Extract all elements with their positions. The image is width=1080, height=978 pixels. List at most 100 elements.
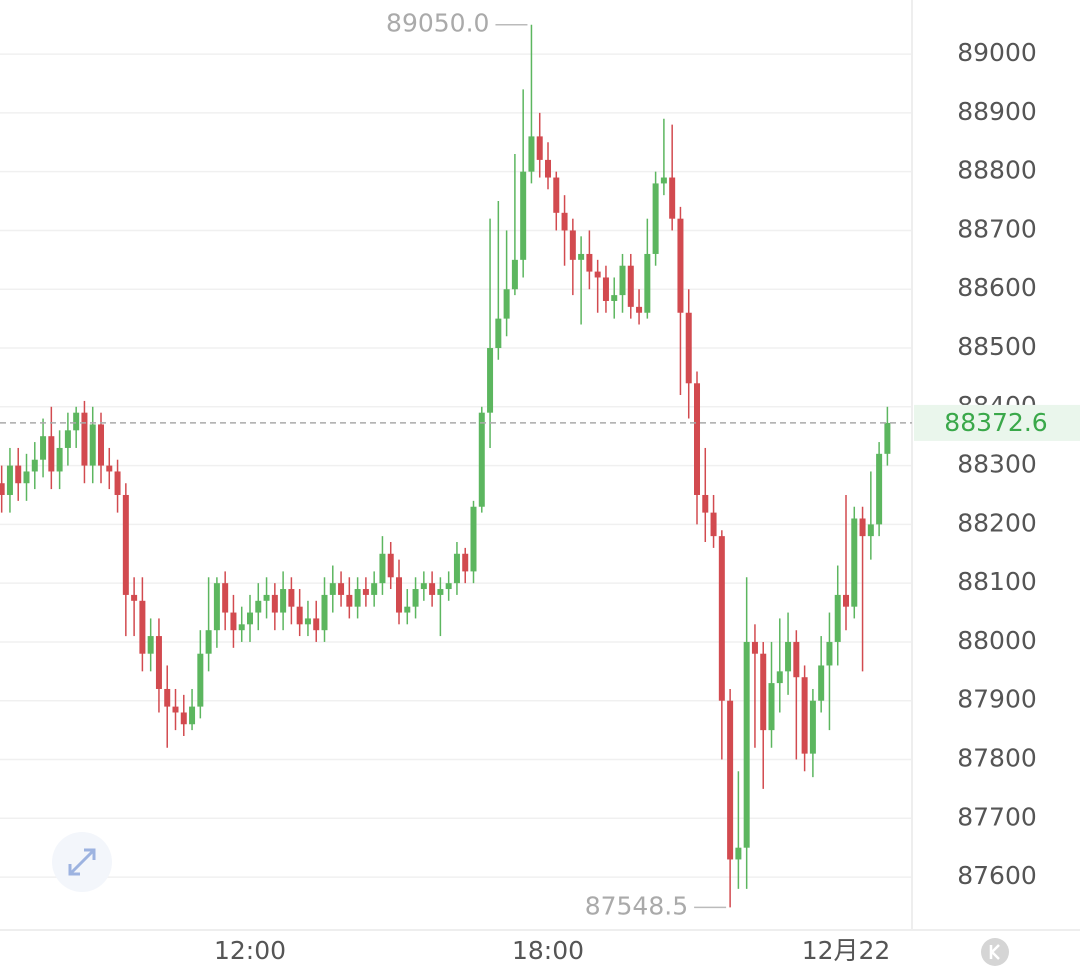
candle-body xyxy=(64,430,71,448)
candle-body xyxy=(462,553,469,572)
candle-body xyxy=(238,624,245,631)
candle-body xyxy=(222,583,229,613)
candle-body xyxy=(122,494,129,595)
y-tick-label: 88300 xyxy=(957,450,1037,479)
candle-body xyxy=(843,594,850,607)
candle-body xyxy=(685,312,692,384)
expand-icon xyxy=(68,848,96,876)
candle-body xyxy=(876,453,883,525)
candle-body xyxy=(528,136,535,172)
candle-body xyxy=(718,536,725,701)
candle-body xyxy=(636,306,643,313)
candle-body xyxy=(114,471,121,495)
candle-body xyxy=(230,612,237,631)
candle-body xyxy=(801,677,808,754)
max-label: 89050.0 xyxy=(386,9,489,38)
y-tick-label: 87900 xyxy=(957,685,1037,714)
y-tick-label: 87600 xyxy=(957,861,1037,890)
last-price-box xyxy=(914,404,1080,441)
candle-body xyxy=(338,583,345,595)
candle-body xyxy=(164,688,171,707)
candle-body xyxy=(321,594,328,631)
candle-body xyxy=(826,641,833,666)
candle-body xyxy=(396,577,403,613)
candle-body xyxy=(205,630,212,654)
candle-body xyxy=(652,183,659,254)
expand-button[interactable] xyxy=(52,832,112,892)
candle-body xyxy=(89,424,96,466)
candle-body xyxy=(545,159,552,178)
candle-body xyxy=(15,465,22,484)
candle-body xyxy=(329,583,336,595)
candle-body xyxy=(511,259,518,290)
candle-body xyxy=(98,424,105,466)
k-button[interactable] xyxy=(981,938,1009,966)
candle-body xyxy=(106,465,113,472)
candle-body xyxy=(387,553,394,578)
candle-body xyxy=(362,589,369,595)
k-icon xyxy=(989,944,1000,960)
candle-body xyxy=(189,706,196,725)
y-tick-label: 88100 xyxy=(957,567,1037,596)
candle-body xyxy=(627,265,634,307)
candle-body xyxy=(346,594,353,607)
candle-body xyxy=(48,436,55,472)
candle-body xyxy=(660,177,667,184)
candle-body xyxy=(470,506,477,572)
candle-body xyxy=(851,518,858,607)
candle-body xyxy=(371,583,378,595)
candle-body xyxy=(81,412,88,466)
candle-body xyxy=(73,412,80,431)
candle-body xyxy=(213,583,220,631)
candle-body xyxy=(619,265,626,296)
candle-body xyxy=(429,583,436,595)
last-price-label: 88372.6 xyxy=(944,408,1047,437)
candle-body xyxy=(40,436,47,460)
y-tick-label: 88200 xyxy=(957,508,1037,537)
candle-body xyxy=(379,553,386,584)
y-tick-label: 88600 xyxy=(957,273,1037,302)
candle-body xyxy=(569,230,576,260)
candle-body xyxy=(139,600,146,654)
candle-body xyxy=(453,553,460,584)
candle-body xyxy=(710,512,717,537)
candle-body xyxy=(255,600,262,613)
candle-body xyxy=(495,318,502,349)
candle-body xyxy=(785,641,792,672)
y-tick-label: 88000 xyxy=(957,626,1037,655)
candle-body xyxy=(56,447,63,472)
candle-body xyxy=(304,618,311,625)
candle-body xyxy=(760,653,767,731)
candle-body xyxy=(31,459,38,472)
candle-body xyxy=(445,583,452,590)
candle-body xyxy=(677,218,684,313)
k-bg[interactable] xyxy=(981,938,1009,966)
y-tick-label: 88900 xyxy=(957,97,1037,126)
candle-body xyxy=(694,383,701,495)
candle-body xyxy=(818,665,825,701)
candle-body xyxy=(536,136,543,160)
candle-body xyxy=(578,253,585,260)
y-tick-label: 87800 xyxy=(957,744,1037,773)
candle-body xyxy=(644,253,651,313)
candle-body xyxy=(602,277,609,301)
x-tick-label: 18:00 xyxy=(512,936,584,965)
candle-body xyxy=(354,589,361,607)
candle-body xyxy=(727,700,734,860)
candle-body xyxy=(437,589,444,595)
candle-body xyxy=(288,589,295,607)
candle-body xyxy=(23,471,30,484)
candle-body xyxy=(793,641,800,678)
candle-body xyxy=(751,641,758,654)
candle-body xyxy=(247,612,254,625)
min-label: 87548.5 xyxy=(585,891,688,920)
candle-body xyxy=(6,465,13,495)
candle-body xyxy=(702,494,709,513)
candle-body xyxy=(155,636,162,689)
candle-body xyxy=(520,171,527,260)
candle-body xyxy=(809,700,816,754)
candle-body xyxy=(561,212,568,231)
candle-body xyxy=(131,594,138,601)
y-tick-label: 88700 xyxy=(957,214,1037,243)
